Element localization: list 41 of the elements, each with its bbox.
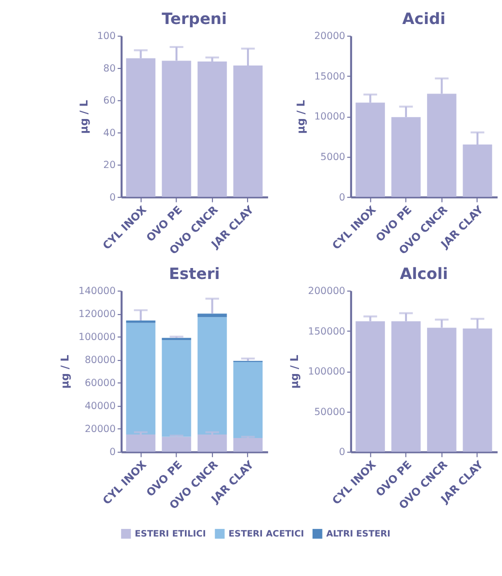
- y-tick-label: 40000: [84, 401, 116, 412]
- legend-label: ESTERI ETILICI: [134, 530, 206, 540]
- y-tick-label: 0: [339, 447, 346, 458]
- y-tick-label: 100000: [78, 332, 116, 344]
- y-tick-label: 80000: [84, 355, 116, 366]
- y-tick-label: 40: [103, 128, 116, 139]
- y-tick-label: 0: [110, 192, 116, 204]
- chart-title: Alcoli: [400, 264, 448, 283]
- bar: [126, 322, 156, 435]
- y-axis-title: µg / L: [58, 354, 72, 389]
- y-tick-label: 100000: [308, 366, 346, 378]
- chart-title: Acidi: [402, 10, 446, 28]
- y-axis-title: µg / L: [77, 100, 90, 134]
- y-tick-label: 20: [103, 160, 116, 172]
- y-tick-label: 20000: [314, 31, 346, 42]
- y-tick-label: 200000: [308, 286, 346, 298]
- bar: [198, 314, 227, 318]
- y-tick-label: 60: [103, 96, 116, 107]
- y-tick-label: 60000: [84, 378, 116, 390]
- legend-label: ESTERI ACETICI: [228, 530, 304, 540]
- y-tick-label: 120000: [78, 309, 116, 320]
- y-tick-label: 15000: [314, 71, 346, 82]
- y-axis-title: µg / L: [294, 100, 308, 134]
- chart-title: Esteri: [168, 264, 220, 283]
- y-tick-label: 140000: [78, 286, 116, 298]
- chart-title: Terpeni: [162, 10, 227, 28]
- y-tick-label: 150000: [308, 326, 346, 338]
- legend-label: ALTRI ESTERI: [326, 530, 390, 540]
- y-tick-label: 0: [339, 192, 346, 204]
- y-tick-label: 5000: [320, 152, 346, 163]
- bar: [356, 321, 385, 452]
- y-tick-label: 10000: [314, 112, 346, 123]
- y-tick-label: 80: [103, 63, 116, 74]
- bar: [162, 340, 192, 437]
- y-tick-label: 50000: [314, 406, 346, 418]
- y-tick-label: 20000: [84, 424, 116, 436]
- bar: [198, 317, 227, 435]
- bar: [233, 362, 263, 438]
- y-axis-title: µg / L: [288, 354, 302, 389]
- y-tick-label: 0: [110, 447, 116, 458]
- y-tick-label: 100: [97, 31, 116, 42]
